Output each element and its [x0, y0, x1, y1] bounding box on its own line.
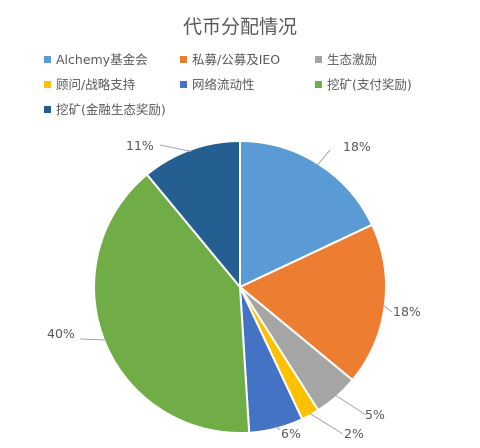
- legend-swatch: [315, 81, 322, 88]
- leader-line: [159, 144, 192, 152]
- data-label: 5%: [365, 407, 385, 422]
- chart-title: 代币分配情况: [183, 16, 297, 38]
- leader-line: [334, 394, 367, 416]
- pie-slice: [238, 223, 387, 382]
- data-labels: 18% 18% 5%2% 6% 40% 11%: [47, 138, 421, 441]
- data-label: 18%: [343, 139, 371, 154]
- legend-label: 私募/公募及IEO: [192, 52, 280, 67]
- legend-label: Alchemy基金会: [56, 52, 148, 67]
- legend-swatch: [44, 56, 51, 63]
- legend-swatch: [44, 81, 51, 88]
- legend-swatch: [315, 56, 322, 63]
- data-label: 2%: [344, 426, 364, 441]
- data-label: 18%: [393, 304, 421, 319]
- leader-line: [382, 304, 393, 313]
- leader-line: [316, 149, 331, 166]
- legend-label: 生态激励: [327, 52, 377, 67]
- leader-line: [79, 338, 107, 341]
- pie-slice: [145, 139, 241, 290]
- leader-line: [309, 412, 344, 435]
- label-leader-lines: [79, 144, 393, 435]
- legend-label: 顾问/战略支持: [56, 77, 135, 92]
- pie-slices: [93, 139, 387, 434]
- data-label: 11%: [126, 138, 154, 153]
- legend-label: 网络流动性: [192, 77, 255, 92]
- legend-swatch: [44, 106, 51, 113]
- legend-swatch: [180, 56, 187, 63]
- legend-swatch: [180, 81, 187, 88]
- data-label: 40%: [47, 326, 75, 341]
- leader-line: [275, 426, 281, 431]
- pie-slice: [93, 173, 251, 434]
- legend-label: 挖矿(支付奖励): [327, 77, 412, 92]
- data-label: 6%: [281, 426, 301, 441]
- legend-label: 挖矿(金融生态奖励): [56, 102, 166, 117]
